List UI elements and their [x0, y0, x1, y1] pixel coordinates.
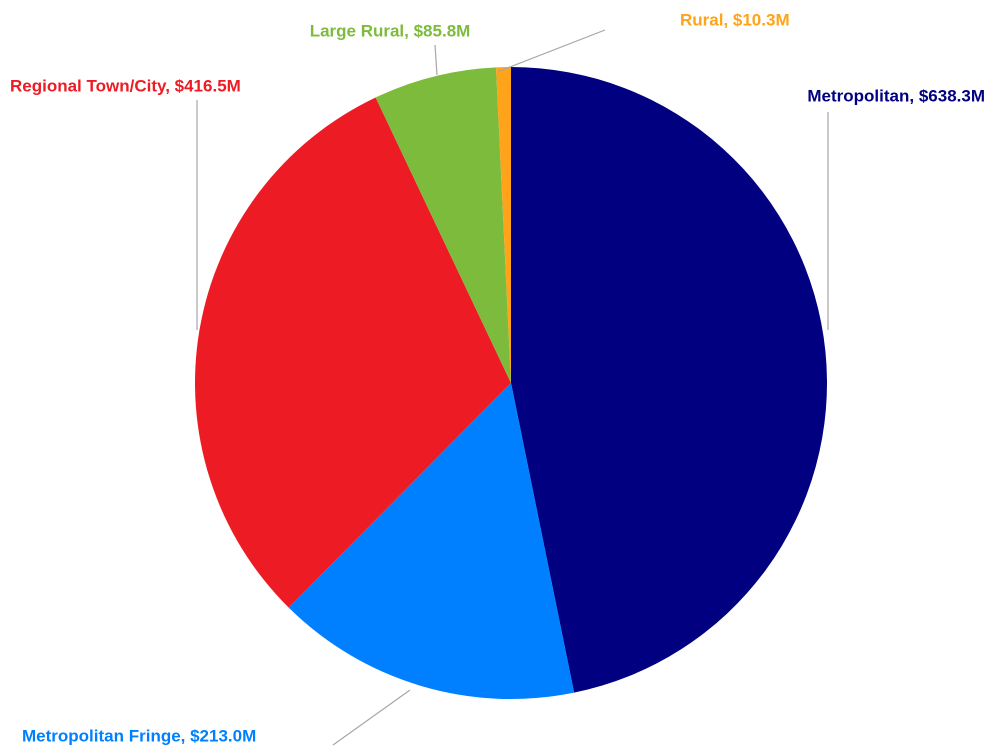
pie-slice	[194, 97, 511, 608]
leader-line	[434, 44, 438, 76]
pie-slice	[496, 67, 511, 383]
data-label: Rural, $10.3M	[680, 10, 790, 29]
leader-line	[332, 689, 411, 746]
pie-slice	[375, 67, 511, 384]
data-label: Metropolitan Fringe, $213.0M	[22, 726, 256, 745]
data-label: Metropolitan, $638.3M	[807, 86, 985, 105]
data-label: Large Rural, $85.8M	[310, 21, 471, 40]
pie-slice	[288, 383, 575, 699]
leader-line	[496, 29, 606, 73]
pie-slice	[511, 67, 828, 693]
data-label: Regional Town/City, $416.5M	[10, 76, 241, 95]
